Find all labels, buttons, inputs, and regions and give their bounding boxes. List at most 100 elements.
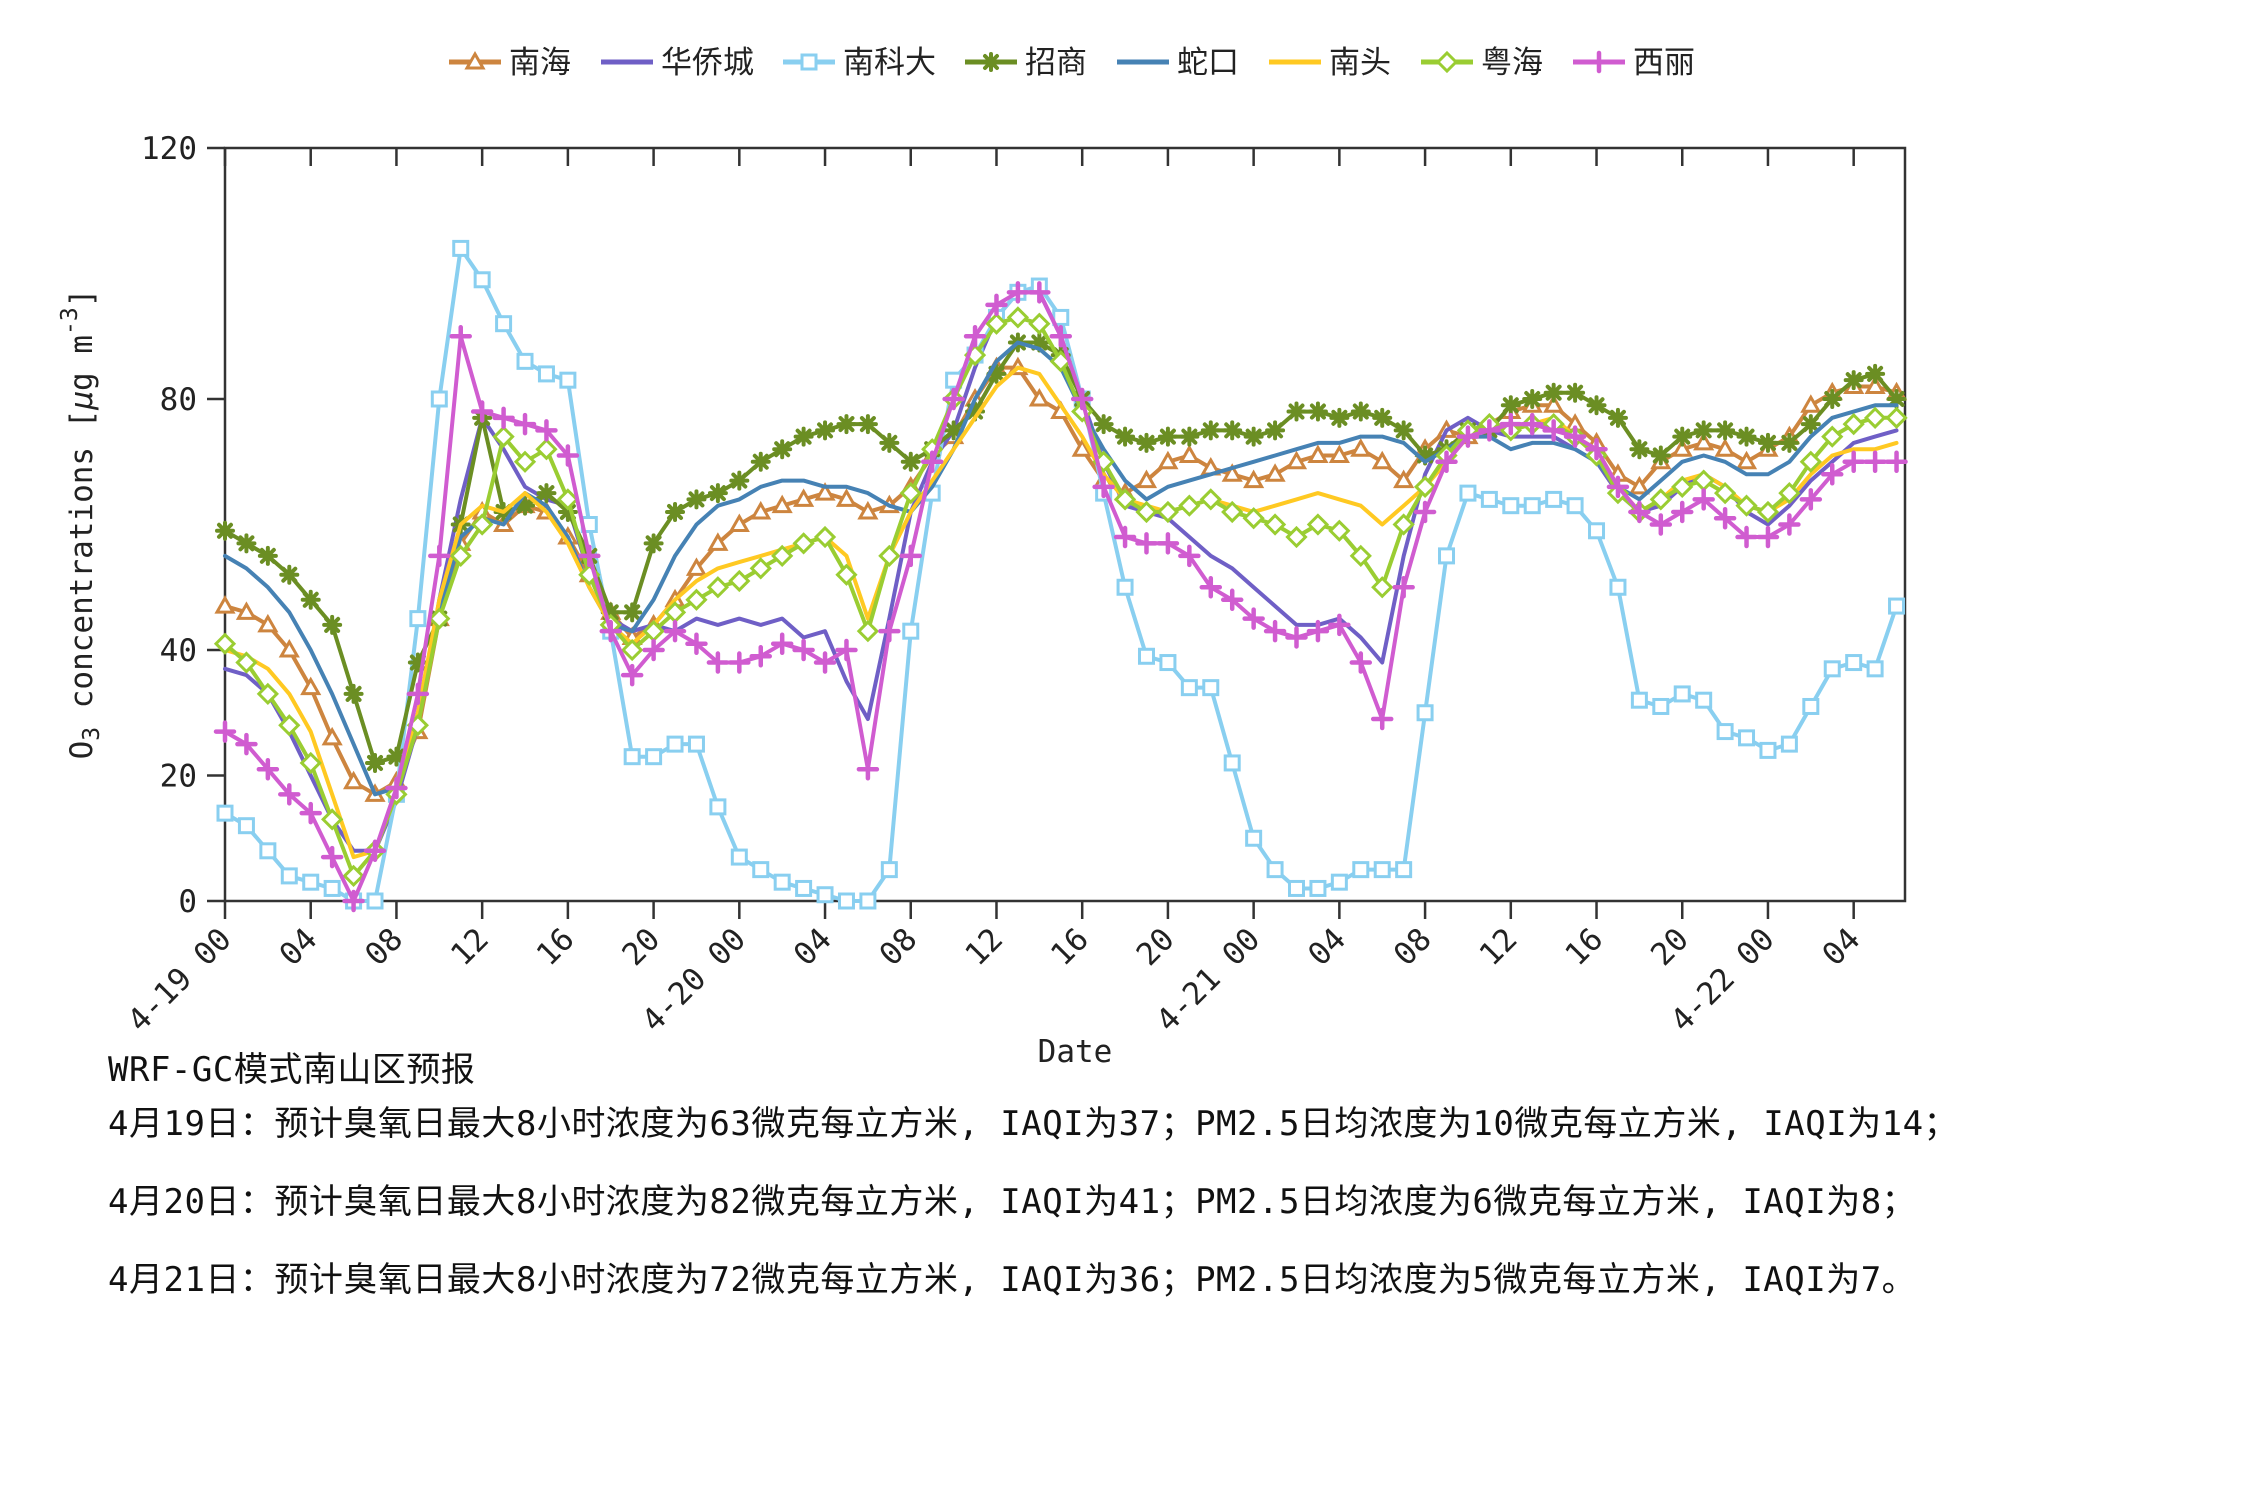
series-marker-xili — [663, 619, 687, 643]
series-marker-nankeda — [323, 879, 341, 897]
series-marker-zhaoshang — [1329, 407, 1350, 428]
series-marker-yuehai — [1671, 475, 1694, 498]
series-marker-yuehai — [1649, 488, 1672, 511]
series-marker-zhaoshang — [1736, 426, 1757, 447]
series-marker-zhaoshang — [1265, 420, 1286, 441]
series-marker-nankeda — [366, 892, 384, 910]
series-marker-xili — [770, 632, 794, 655]
series-marker-xili — [835, 638, 858, 662]
series-marker-nanhai — [1864, 375, 1886, 394]
series-marker-nankeda — [1695, 691, 1713, 709]
series-marker-xili — [1585, 437, 1608, 461]
series-marker-nankeda — [1502, 497, 1520, 515]
series-marker-xili — [1028, 281, 1051, 304]
series-marker-yuehai — [1392, 513, 1415, 536]
series-marker-zhaoshang — [1607, 407, 1628, 428]
legend-marker-yuehai — [1435, 50, 1459, 74]
series-marker-xili — [1135, 532, 1158, 555]
series-marker-nankeda — [259, 842, 277, 860]
series-marker-yuehai — [792, 532, 815, 555]
legend-item-xili: 西丽 — [1573, 45, 1695, 81]
legend: 南海 华侨城 南科大 招商 蛇口 南头 粤海 西丽 — [449, 45, 1695, 81]
legend-marker-nankeda — [800, 53, 818, 71]
y-tick-label: 20 — [160, 759, 197, 795]
series-marker-nankeda — [1416, 704, 1434, 722]
series-marker-nankeda — [1652, 697, 1670, 715]
series-marker-zhaoshang — [1029, 332, 1050, 353]
series-marker-zhaoshang — [365, 752, 386, 773]
series-marker-zhaoshang — [1372, 407, 1393, 428]
series-marker-nankeda — [859, 892, 877, 910]
series-marker-xili — [1092, 475, 1115, 499]
series-marker-nankeda — [280, 867, 298, 885]
x-tick-label: 08 — [1387, 921, 1439, 973]
series-marker-yuehai — [1028, 312, 1051, 335]
series-marker-zhaoshang — [1286, 401, 1307, 422]
series-marker-xili — [1306, 619, 1330, 643]
series-marker-xili — [1821, 463, 1844, 486]
series-marker-nanhai — [685, 557, 708, 576]
series-marker-yuehai — [685, 588, 708, 611]
series-marker-nankeda — [302, 873, 320, 891]
series-marker-xili — [1456, 425, 1480, 448]
series-marker-xili — [1413, 500, 1437, 524]
series-marker-xili — [1006, 281, 1030, 304]
series-marker-yuehai — [771, 544, 794, 567]
series-marker-zhaoshang — [1393, 420, 1414, 441]
series-marker-nanhai — [707, 532, 729, 551]
series-marker-yuehai — [1263, 513, 1287, 536]
series-marker-yuehai — [256, 682, 279, 706]
series-marker-zhaoshang — [322, 614, 343, 635]
series-marker-nanhai — [1328, 444, 1350, 463]
x-tick-label: 4-19 00 — [121, 921, 239, 1039]
legend-item-nantou: 南头 — [1269, 45, 1391, 81]
series-marker-nanhai — [1135, 469, 1158, 489]
series-marker-nanhai — [342, 770, 365, 790]
series-marker-nankeda — [1523, 497, 1541, 515]
series-marker-yuehai — [1799, 450, 1822, 473]
legend-marker-nanhai — [464, 50, 486, 70]
series-marker-zhaoshang — [1779, 432, 1800, 453]
series-marker-xili — [449, 325, 472, 348]
series-marker-nanhai — [1543, 394, 1565, 413]
series-marker-zhaoshang — [1307, 401, 1328, 422]
series-marker-xili — [792, 638, 815, 662]
series-marker-yuehai — [1113, 488, 1137, 511]
figure-title: WRF-GC模式南山区预报 — [108, 1050, 476, 1090]
series-marker-yuehai — [985, 312, 1008, 335]
series-line-huaqiaocheng — [223, 290, 1899, 853]
series-marker-yuehai — [1371, 576, 1394, 599]
series-marker-xili — [1885, 450, 1908, 473]
series-marker-yuehai — [1821, 425, 1844, 448]
series-marker-nankeda — [1266, 861, 1284, 879]
series-marker-nanhai — [1393, 469, 1415, 489]
series-marker-zhaoshang — [1822, 389, 1843, 409]
series-marker-yuehai — [749, 557, 772, 580]
series-marker-zhaoshang — [1415, 445, 1436, 466]
series-marker-zhaoshang — [943, 420, 964, 441]
series-marker-xili — [1285, 626, 1308, 649]
series-marker-nanhai — [214, 595, 236, 614]
series-marker-xili — [213, 720, 237, 743]
series-marker-yuehai — [278, 714, 301, 737]
series-marker-yuehai — [878, 544, 901, 567]
series-marker-nankeda — [1116, 578, 1134, 596]
series-marker-xili — [942, 387, 965, 411]
series-marker-nanhai — [1264, 463, 1286, 482]
series-marker-yuehai — [535, 438, 558, 461]
series-marker-yuehai — [342, 864, 365, 888]
series-marker-xili — [749, 645, 772, 668]
series-marker-xili — [1670, 500, 1694, 524]
series-markers-yuehai — [213, 306, 1908, 888]
series-marker-yuehai — [706, 576, 730, 599]
series-marker-nankeda — [473, 271, 491, 289]
series-marker-yuehai — [856, 620, 880, 643]
series-marker-xili — [1113, 525, 1137, 549]
series-marker-zhaoshang — [1672, 426, 1693, 447]
series-marker-zhaoshang — [965, 401, 986, 422]
series-marker-zhaoshang — [686, 489, 707, 510]
series-marker-yuehai — [1242, 507, 1265, 530]
series-marker-zhaoshang — [1586, 395, 1607, 416]
series-marker-zhaoshang — [1200, 420, 1221, 441]
series-marker-xili — [685, 632, 708, 655]
